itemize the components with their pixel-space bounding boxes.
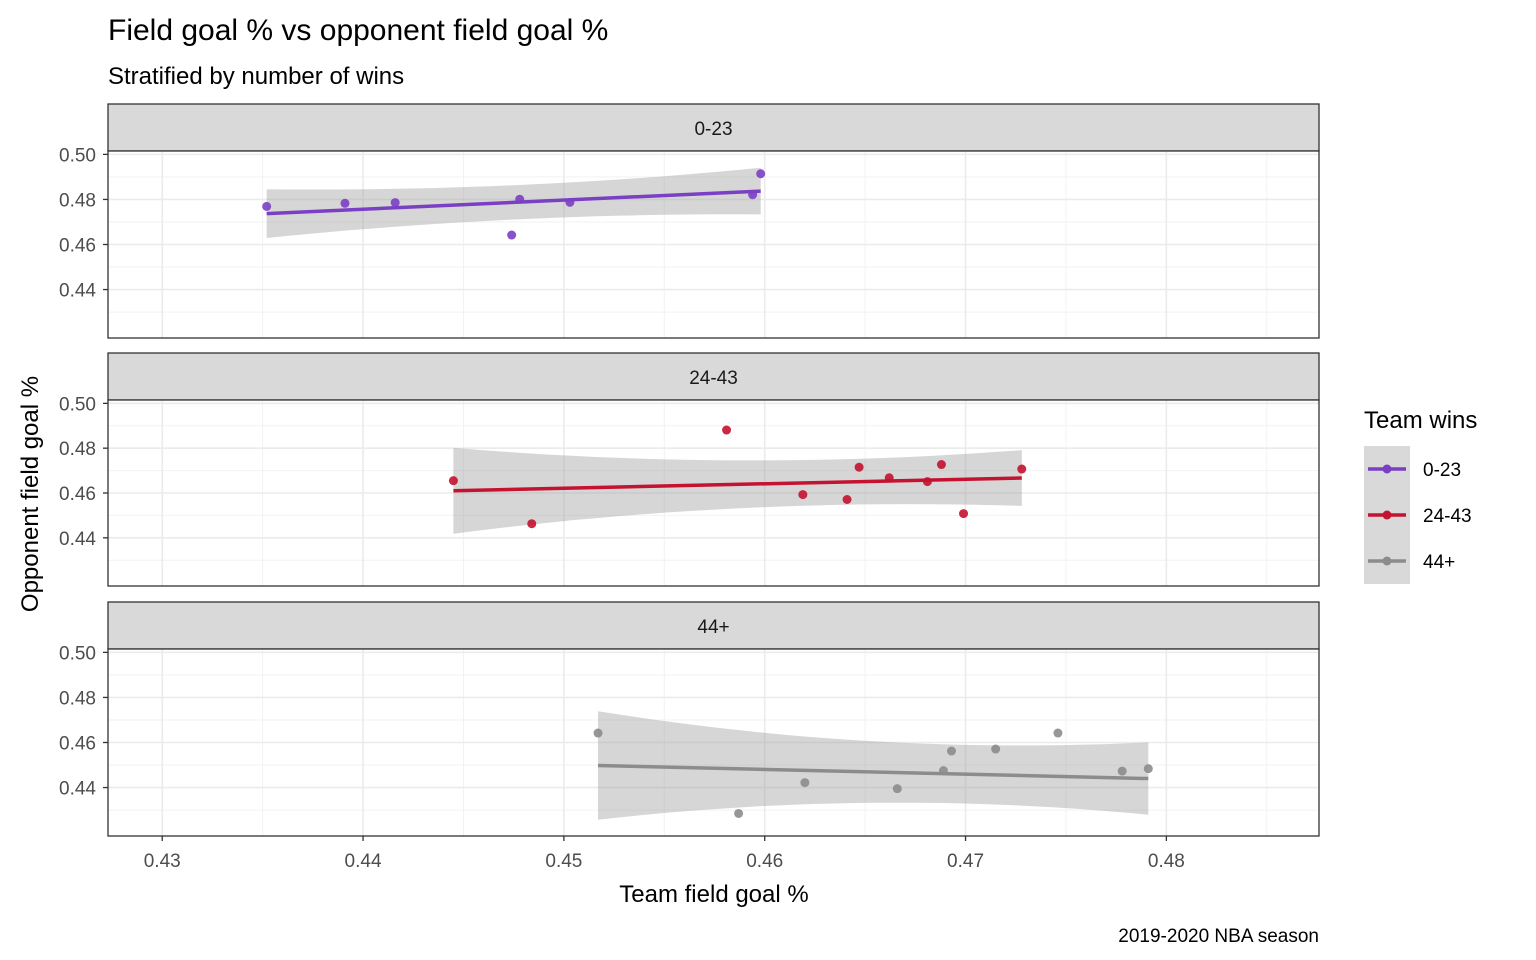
data-point [565,197,575,207]
panel-0-23: 0-23 0.44 0.46 0.48 0.50 [59,103,1320,339]
legend-key-point [1382,510,1392,520]
data-point [959,509,969,519]
y-tick-label: 0.50 [59,643,96,664]
data-point [884,473,894,483]
x-tick-label: 0.46 [746,851,783,872]
data-point [854,462,864,472]
data-point [991,744,1001,754]
y-tick-label: 0.44 [59,779,96,800]
data-point [798,490,808,500]
y-axis-title: Opponent field goal % [17,376,44,612]
data-point [262,201,272,211]
data-point [722,425,732,435]
strip-background [107,103,1320,152]
data-point [1143,764,1153,774]
strip-label: 0-23 [694,119,732,140]
x-axis: 0.43 0.44 0.45 0.46 0.47 0.48 [144,836,1185,872]
x-tick-label: 0.47 [947,851,984,872]
panels: 0-23 0.44 0.46 0.48 0.50 24-43 0.44 0.46 0.48 0.5… [59,103,1320,837]
panel-24-43: 24-43 0.44 0.46 0.48 0.50 [59,352,1320,587]
legend-label: 44+ [1423,552,1455,573]
confidence-band [453,447,1022,534]
regression-line [597,763,1149,781]
legend-label: 24-43 [1423,506,1472,527]
data-point [1053,728,1063,738]
data-point [340,198,350,208]
data-point [507,230,517,240]
data-point [936,460,946,470]
confidence-band [598,711,1149,820]
data-point [448,476,458,486]
strip-background [107,601,1320,650]
data-point [892,784,902,794]
strip-label: 24-43 [689,368,738,389]
data-point [515,194,525,204]
y-tick-label: 0.46 [59,484,96,505]
x-tick-label: 0.45 [545,851,582,872]
data-point [842,494,852,504]
data-point [800,778,810,788]
data-point [390,198,400,208]
data-point [748,190,758,200]
y-tick-label: 0.44 [59,281,96,302]
y-tick-label: 0.48 [59,190,96,211]
data-point [1117,766,1127,776]
x-tick-label: 0.48 [1148,851,1185,872]
legend-key-point [1382,464,1392,474]
y-tick-label: 0.50 [59,394,96,415]
regression-line [266,189,761,216]
y-tick-label: 0.48 [59,688,96,709]
legend-label: 0-23 [1423,460,1461,481]
panel-44+: 44+ 0.44 0.46 0.48 0.50 [59,601,1320,837]
data-point [938,766,948,776]
data-point [756,169,766,179]
chart-title: Field goal % vs opponent field goal % [108,14,608,47]
x-tick-label: 0.44 [345,851,382,872]
y-tick-label: 0.50 [59,145,96,166]
data-point [527,519,537,529]
data-point [734,808,744,818]
y-tick-label: 0.48 [59,439,96,460]
strip-label: 44+ [697,617,729,638]
legend-key-point [1382,556,1392,566]
data-point [922,477,932,487]
y-tick-label: 0.46 [59,734,96,755]
data-point [1017,464,1027,474]
y-tick-label: 0.44 [59,529,96,550]
chart-subtitle: Stratified by number of wins [108,63,404,90]
data-point [946,746,956,756]
x-tick-label: 0.43 [144,851,181,872]
chart-caption: 2019-2020 NBA season [1118,926,1319,947]
legend: Team wins 0-23 24-43 44+ [1364,407,1477,584]
x-axis-title: Team field goal % [619,881,808,908]
legend-title: Team wins [1364,407,1477,434]
y-tick-label: 0.46 [59,236,96,257]
data-point [593,728,603,738]
